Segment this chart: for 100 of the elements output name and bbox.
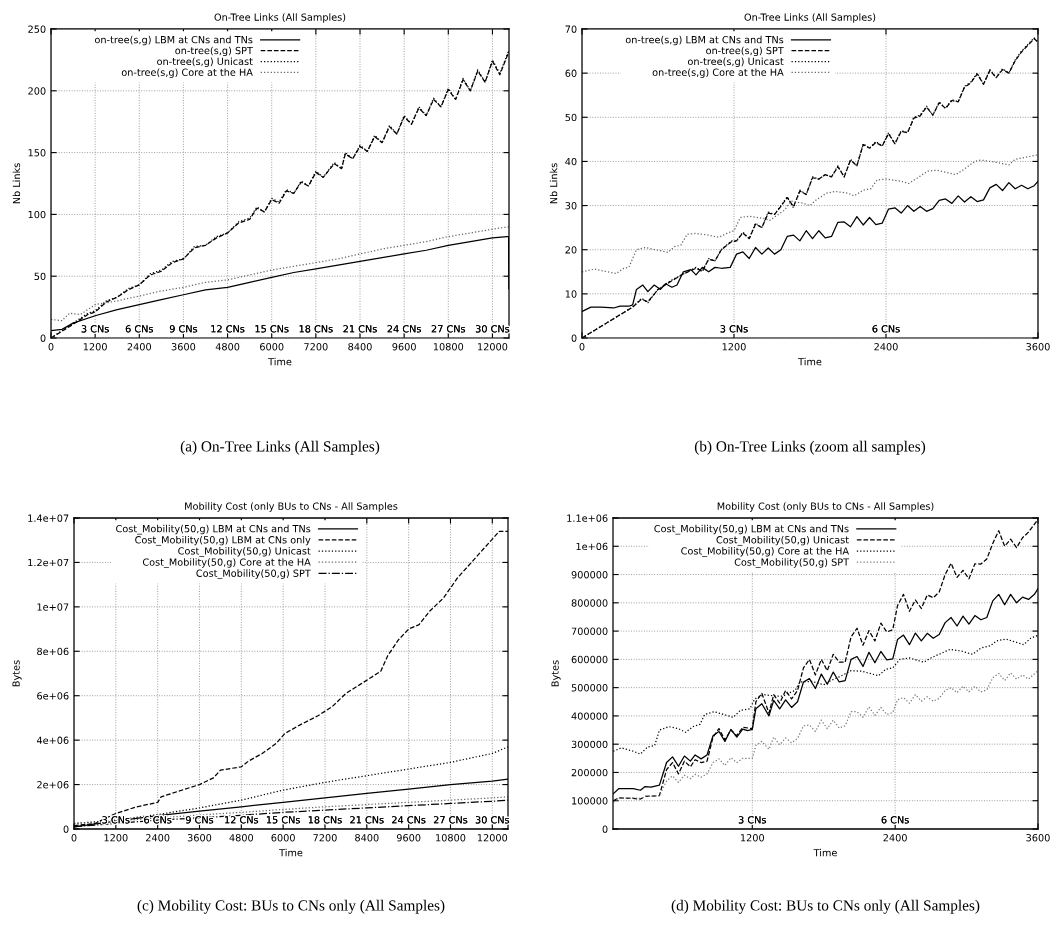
y-tick-label: 0 (571, 334, 577, 342)
annotation: 9 CNs (185, 816, 214, 824)
annotation: 21 CNs (350, 816, 384, 824)
chart-title: Mobility Cost (only BUs to CNs - All Samples) (717, 502, 934, 512)
y-tick-label: 50 (565, 113, 577, 122)
annotation: 27 CNs (433, 816, 468, 824)
y-axis-title: Nb Links (12, 163, 21, 204)
x-tick-label: 2400 (883, 834, 907, 842)
y-tick-label: 200 (28, 87, 46, 95)
x-tick-label: 1200 (83, 343, 107, 351)
x-tick-label: 9600 (392, 343, 416, 351)
y-tick-label: 10 (565, 290, 577, 298)
x-tick-label: 2400 (127, 343, 152, 351)
x-tick-label: 1200 (740, 834, 765, 842)
y-tick-label: 70 (565, 25, 577, 33)
y-tick-label: 400000 (571, 712, 608, 720)
y-tick-label: 20 (565, 246, 577, 254)
y-tick-label: 250 (28, 25, 46, 33)
x-tick-label: 3600 (187, 834, 212, 842)
legend-label: Cost_Mobility(50,g) Unicast (178, 547, 311, 557)
legend-label: Cost_Mobility(50,g) SPT (734, 558, 850, 568)
y-tick-label: 1e+06 (576, 542, 608, 551)
legend-label: Cost_Mobility(50,g) Core at the HA (142, 558, 311, 568)
x-axis-title: Time (813, 848, 837, 857)
legend-label: Cost_Mobility(50,g) Core at the HA (681, 547, 849, 557)
y-tick-label: 8e+06 (37, 647, 69, 656)
legend-label: on-tree(s,g) Core at the HA (652, 68, 784, 78)
x-tick-label: 8400 (348, 343, 372, 351)
y-tick-label: 150 (28, 149, 46, 157)
x-tick-label: 4800 (229, 834, 254, 842)
y-tick-label: 40 (565, 157, 577, 166)
y-tick-label: 60 (565, 69, 577, 77)
legend-label: on-tree(s,g) LBM at CNs and TNs (94, 35, 253, 46)
y-tick-label: 300000 (571, 740, 608, 749)
x-tick-label: 1200 (104, 834, 128, 842)
y-axis-title: Bytes (12, 660, 22, 687)
legend-label: on-tree(s,g) SPT (175, 46, 253, 57)
legend-label: on-tree(s,g) Unicast (157, 57, 253, 67)
y-tick-label: 800000 (571, 599, 608, 607)
annotation: 15 CNs (255, 325, 289, 333)
legend-label: on-tree(s,g) LBM at CNs and TNs (625, 35, 784, 46)
annotation: 6 CNs (881, 816, 909, 824)
text: (c) Mobility Cost: BUs to CNs only (All Samples) (137, 899, 445, 914)
y-tick-label: 1.2e+07 (28, 558, 69, 567)
annotation: 12 CNs (225, 816, 259, 824)
annotation: 3 CNs (81, 325, 109, 333)
y-tick-label: 0 (602, 825, 608, 833)
y-tick-label: 600000 (571, 655, 608, 664)
y-tick-label: 50 (34, 272, 46, 281)
text: (d) Mobility Cost: BUs to CNs only (All Samples) (671, 899, 980, 914)
x-tick-label: 3600 (171, 343, 196, 351)
y-tick-label: 4e+06 (36, 736, 69, 744)
x-tick-label: 1200 (722, 343, 746, 351)
x-tick-label: 12000 (478, 343, 508, 351)
x-tick-label: 7200 (304, 343, 328, 351)
y-tick-label: 200000 (571, 768, 608, 777)
annotation: 6 CNs (125, 325, 154, 333)
x-tick-label: 6000 (260, 343, 284, 351)
legend-label: Cost_Mobility(50,g) SPT (196, 569, 311, 580)
annotation: 18 CNs (308, 816, 342, 824)
annotation: 15 CNs (266, 816, 300, 824)
legend-label: Cost_Mobility(50,g) LBM at CNs only (135, 535, 311, 546)
text: (a) On-Tree Links (All Samples) (180, 440, 380, 455)
x-tick-label: 4800 (215, 343, 240, 351)
x-axis-title: Time (268, 357, 292, 366)
legend-label: Cost_Mobility(50,g) Unicast (716, 535, 849, 546)
y-tick-label: 100000 (572, 797, 608, 805)
chart-title: Mobility Cost (only BUs to CNs - All Samples (185, 502, 398, 512)
annotation: 12 CNs (211, 325, 245, 333)
x-tick-label: 6000 (271, 834, 295, 842)
y-axis-title: Nb Links (549, 163, 558, 204)
x-tick-label: 0 (71, 834, 77, 842)
annotation: 3 CNs (720, 325, 748, 333)
x-tick-label: 3600 (1026, 834, 1050, 842)
legend-label: on-tree(s,g) SPT (706, 46, 784, 57)
x-axis-title: Time (279, 848, 303, 857)
x-tick-label: 7200 (313, 834, 337, 842)
y-tick-label: 0 (40, 334, 46, 342)
annotation: 21 CNs (343, 325, 377, 333)
annotation: 9 CNs (169, 325, 198, 333)
annotation: 24 CNs (392, 816, 426, 824)
x-tick-label: 8400 (355, 834, 379, 842)
legend-label: Cost_Mobility(50,g) LBM at CNs and TNs (654, 524, 849, 535)
y-axis-title: Bytes (551, 660, 561, 687)
y-tick-label: 100 (28, 210, 46, 219)
annotation: 24 CNs (387, 325, 421, 333)
x-tick-label: 9600 (396, 834, 421, 842)
annotation: 27 CNs (431, 325, 466, 333)
x-tick-label: 0 (579, 343, 585, 351)
y-tick-label: 30 (565, 202, 577, 210)
x-tick-label: 10800 (436, 834, 466, 842)
annotation: 6 CNs (872, 325, 900, 333)
y-tick-label: 6e+06 (37, 692, 69, 700)
chart-title: On-Tree Links (All Samples) (744, 13, 876, 23)
legend-label: on-tree(s,g) Core at the HA (121, 68, 253, 78)
chart-title: On-Tree Links (All Samples) (214, 13, 346, 23)
y-tick-label: 1.1e+06 (567, 514, 608, 522)
y-tick-label: 700000 (571, 627, 608, 635)
y-tick-label: 0 (63, 825, 69, 833)
x-tick-label: 2400 (874, 343, 898, 351)
